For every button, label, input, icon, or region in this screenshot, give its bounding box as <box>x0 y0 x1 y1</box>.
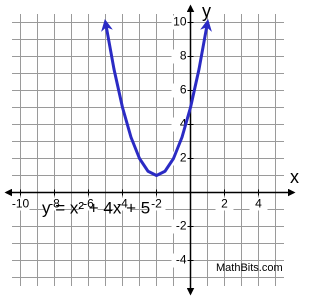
tick-label-bg <box>171 253 188 268</box>
x-tick-label: -10 <box>12 197 30 211</box>
x-tick-label: -6 <box>83 197 94 211</box>
x-tick-label: -2 <box>151 197 162 211</box>
y-axis-label: y <box>202 1 211 21</box>
x-tick-label: -4 <box>117 197 128 211</box>
x-tick-label: 4 <box>255 197 262 211</box>
axes <box>4 4 296 296</box>
curve <box>101 18 212 177</box>
tick-label-bg <box>113 197 132 211</box>
tick-label-bg <box>45 197 64 211</box>
tick-label-bg <box>171 49 188 64</box>
credit: MathBits.com <box>216 262 283 274</box>
x-axis-label: x <box>290 167 299 187</box>
y-tick-label: 2 <box>180 151 187 165</box>
tick-label-bg <box>171 219 188 234</box>
tick-label-bg <box>11 197 30 211</box>
equation: y = x² + 4x + 5 <box>42 198 150 217</box>
tick-label-bg <box>249 197 268 211</box>
y-tick-label: 4 <box>180 117 187 131</box>
tick-label-bg <box>147 197 166 211</box>
chart: -10 -8 -6 -4 -2 2 4 -4 -2 2 4 6 8 10 x y y = x² + 4x … <box>4 1 299 296</box>
y-tick-label: -2 <box>176 219 187 233</box>
x-tick-label: -8 <box>49 197 60 211</box>
tick-label-bg <box>171 83 188 98</box>
y-tick-label: 8 <box>180 49 187 63</box>
grid <box>12 14 284 286</box>
tick-label-bg <box>79 197 98 211</box>
y-tick-label: 6 <box>180 83 187 97</box>
y-tick-label: -4 <box>176 253 187 267</box>
y-tick-label: 10 <box>173 15 187 29</box>
tick-label-bg <box>215 197 234 211</box>
x-tick-label: 2 <box>221 197 228 211</box>
